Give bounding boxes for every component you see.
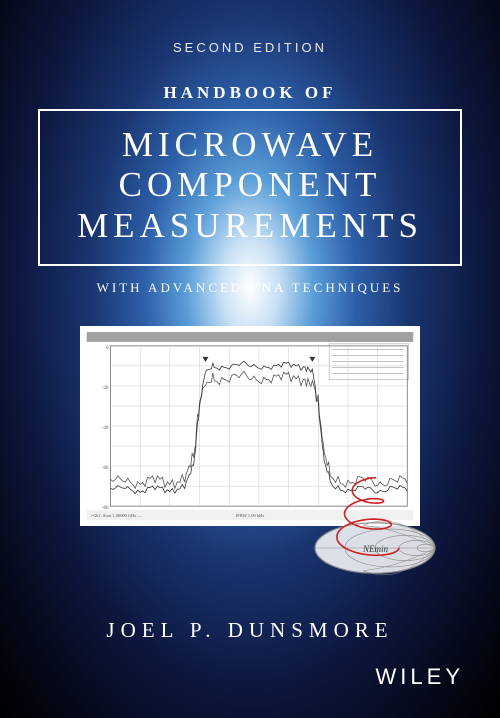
subtitle: WITH ADVANCED VNA TECHNIQUES — [38, 280, 462, 296]
pretitle: HANDBOOK OF — [38, 83, 462, 103]
book-cover: SECOND EDITION HANDBOOK OF MICROWAVE COM… — [0, 0, 500, 718]
svg-text:-60: -60 — [102, 466, 109, 471]
smith-chart-svg: NEmin — [285, 458, 465, 588]
author-name: JOEL P. DUNSMORE — [38, 618, 462, 643]
edition-label: SECOND EDITION — [38, 40, 462, 55]
title-line-1: MICROWAVE — [48, 125, 452, 165]
title-line-2: COMPONENT — [48, 165, 452, 205]
svg-text:-40: -40 — [102, 426, 109, 431]
title-box: MICROWAVE COMPONENT MEASUREMENTS — [38, 109, 462, 266]
svg-text:0: 0 — [106, 346, 109, 351]
vna-chart: 0-20-40-60-80>Ch1: Start 1.00000 GHz —IF… — [80, 326, 420, 526]
svg-text:NEmin: NEmin — [362, 544, 389, 554]
title-line-3: MEASUREMENTS — [48, 206, 452, 246]
publisher-logo: WILEY — [376, 664, 464, 690]
svg-text:IFBW 1.00 kHz: IFBW 1.00 kHz — [236, 513, 264, 518]
svg-text:-20: -20 — [102, 386, 109, 391]
svg-text:>Ch1: Start 1.00000 GHz —: >Ch1: Start 1.00000 GHz — — [91, 513, 143, 518]
